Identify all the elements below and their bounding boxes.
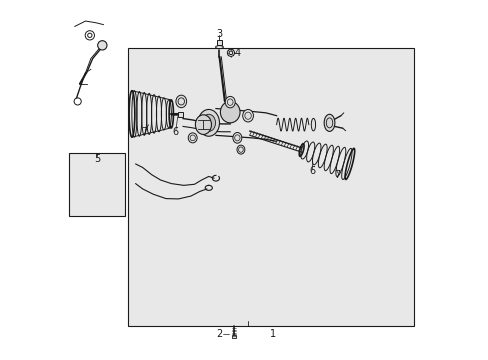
Ellipse shape [220,102,240,123]
Ellipse shape [202,114,215,131]
Ellipse shape [311,118,315,131]
Ellipse shape [242,109,253,122]
Ellipse shape [237,145,244,154]
Text: 6: 6 [172,127,179,138]
Ellipse shape [232,132,242,143]
Ellipse shape [225,96,235,108]
Text: 1: 1 [269,329,276,339]
Text: 7: 7 [334,170,340,180]
Text: 3: 3 [216,28,222,39]
Circle shape [98,41,107,50]
Bar [128,48,413,327]
Ellipse shape [198,109,219,136]
Bar [69,153,124,216]
Ellipse shape [324,114,334,131]
Bar [178,112,183,117]
Bar [216,40,222,45]
Ellipse shape [188,133,197,143]
Ellipse shape [176,95,186,108]
Text: 4: 4 [234,48,240,58]
Text: 6: 6 [309,166,315,176]
Text: 5: 5 [94,154,100,164]
Ellipse shape [195,115,211,134]
Bar [231,335,235,338]
Text: 2: 2 [216,329,222,339]
Text: 7: 7 [141,127,147,138]
